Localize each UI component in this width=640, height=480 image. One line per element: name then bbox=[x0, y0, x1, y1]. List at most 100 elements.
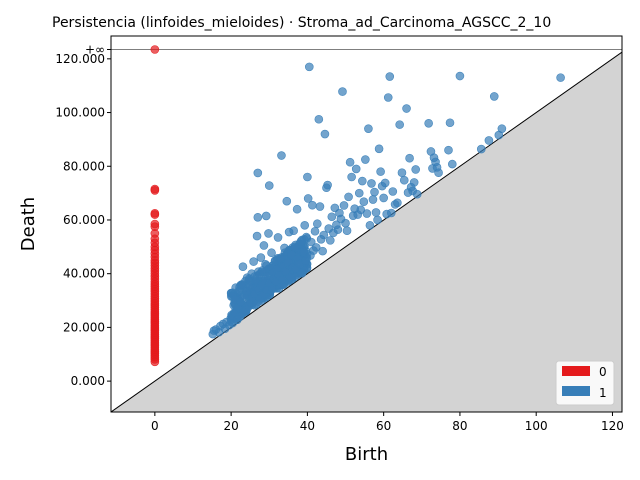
series-1-point bbox=[310, 226, 320, 236]
series-1-point bbox=[379, 193, 388, 203]
series-1-point bbox=[361, 155, 370, 164]
y-tick-label: 0.000 bbox=[71, 374, 105, 388]
series-1-point bbox=[347, 172, 356, 182]
series-1-point bbox=[399, 175, 409, 185]
series-1-point bbox=[323, 180, 332, 190]
series-1-point bbox=[318, 246, 327, 256]
series-1-point bbox=[556, 73, 565, 82]
y-tick-label: 20.000 bbox=[63, 320, 105, 334]
x-axis: 0 20 40 60 80 100 120 bbox=[151, 412, 624, 433]
series-1-point bbox=[325, 236, 335, 245]
series-1-point bbox=[261, 211, 271, 221]
series-1-point bbox=[252, 231, 262, 241]
series-1-point bbox=[345, 157, 355, 167]
series-1-point bbox=[287, 250, 296, 260]
series-1-point bbox=[411, 165, 420, 174]
x-tick-label: 40 bbox=[300, 419, 315, 433]
series-1-point bbox=[386, 208, 396, 218]
x-tick-label: 80 bbox=[452, 419, 467, 433]
series-0-point bbox=[150, 208, 160, 218]
series-1-point bbox=[253, 168, 263, 178]
series-1-point bbox=[251, 276, 260, 286]
series-1-point bbox=[256, 253, 266, 262]
series-1-point bbox=[308, 200, 317, 210]
series-1-point bbox=[354, 188, 364, 198]
y-tick-label: 40.000 bbox=[63, 267, 105, 281]
y-tick-label: 80.000 bbox=[63, 159, 105, 173]
series-1-point bbox=[395, 120, 404, 129]
series-1-point bbox=[424, 118, 433, 128]
x-tick-label: 60 bbox=[376, 419, 391, 433]
series-1-point bbox=[301, 257, 311, 266]
series-1-point bbox=[344, 192, 353, 202]
series-1-point bbox=[247, 269, 257, 278]
series-1-point bbox=[385, 72, 395, 81]
series-1-point bbox=[383, 93, 393, 102]
series-1-point bbox=[339, 201, 349, 210]
series-1-point bbox=[397, 168, 407, 178]
x-tick-label: 100 bbox=[525, 419, 548, 433]
y-tick-label: 100.000 bbox=[55, 106, 105, 120]
x-tick-label: 0 bbox=[151, 419, 159, 433]
legend-label-1: 1 bbox=[599, 386, 607, 400]
series-1-point bbox=[356, 205, 366, 215]
series-1-point bbox=[300, 221, 310, 230]
series-1-point bbox=[448, 159, 457, 169]
series-1-point bbox=[409, 178, 419, 187]
series-1-point bbox=[313, 219, 322, 229]
chart-title: Persistencia (linfoides_mieloides) · Str… bbox=[52, 15, 551, 31]
series-1-point bbox=[338, 87, 347, 96]
series-1-point bbox=[368, 195, 378, 204]
series-1-point bbox=[371, 208, 381, 217]
plot-frame bbox=[110, 35, 623, 413]
series-1-point bbox=[333, 225, 343, 234]
series-1-point bbox=[434, 168, 443, 178]
y-tick-label: 60.000 bbox=[63, 213, 105, 227]
series-1-point bbox=[264, 181, 274, 190]
infinity-tick-label: +∞ bbox=[85, 43, 105, 57]
series-1-point bbox=[405, 153, 414, 163]
series-1-point bbox=[285, 273, 295, 282]
series-1-point bbox=[497, 124, 507, 133]
series-1-point bbox=[412, 189, 422, 199]
series-1-point bbox=[373, 215, 382, 225]
legend-swatch-0 bbox=[562, 366, 590, 376]
series-0-point bbox=[150, 184, 160, 194]
series-1-point bbox=[277, 151, 286, 160]
series-1-point bbox=[292, 204, 302, 214]
series-1-point bbox=[341, 218, 350, 228]
series-1-point bbox=[489, 92, 499, 101]
series-1-point bbox=[245, 281, 255, 290]
series-1-point bbox=[253, 212, 263, 222]
legend: 0 1 bbox=[555, 360, 615, 406]
y-tick-label: 120.000 bbox=[55, 52, 105, 66]
series-1-point bbox=[314, 114, 324, 124]
series-1-point bbox=[306, 237, 316, 247]
series-1-point bbox=[296, 237, 306, 246]
series-1-point bbox=[315, 202, 325, 211]
series-1-point bbox=[364, 124, 373, 133]
series-1-point bbox=[319, 230, 329, 240]
y-axis: 0.000 20.000 40.000 60.000 80.000 100.000 120.… bbox=[55, 49, 111, 388]
series-1-point bbox=[280, 243, 289, 253]
series-1-point bbox=[304, 62, 314, 72]
series-1-point bbox=[267, 248, 276, 258]
series-1-point bbox=[311, 243, 321, 252]
series-1-point bbox=[303, 172, 312, 182]
series-1-point bbox=[444, 145, 453, 155]
series-1-point bbox=[402, 104, 411, 113]
series-1-point bbox=[358, 176, 367, 186]
series-1-point bbox=[289, 226, 298, 236]
series-1-point bbox=[290, 242, 300, 252]
y-axis-title: Death bbox=[18, 197, 39, 251]
series-1-point bbox=[259, 241, 269, 250]
legend-label-0: 0 bbox=[599, 365, 607, 379]
series-1-point bbox=[484, 136, 494, 145]
series-1-point bbox=[249, 257, 258, 266]
series-1-point bbox=[264, 229, 273, 238]
series-1-point bbox=[327, 212, 337, 222]
series-1-point bbox=[370, 187, 379, 197]
series-1-point bbox=[282, 196, 292, 206]
series-1-point bbox=[297, 268, 307, 278]
